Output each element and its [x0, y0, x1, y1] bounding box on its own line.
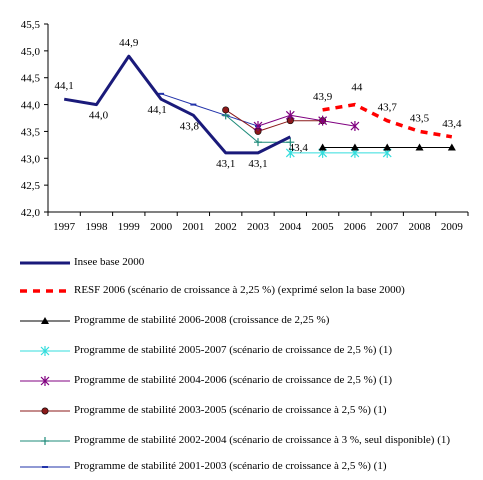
chart-data-labels: 44,1 44,0 44,9 44,1 43,8 43,1 43,1 43,4 43,9 44 43… — [55, 37, 462, 170]
data-point — [318, 115, 328, 126]
x-tick-label: 2006 — [344, 221, 367, 233]
y-tick-label: 42,5 — [21, 180, 41, 192]
x-tick-label: 1999 — [118, 221, 141, 233]
data-point — [318, 143, 327, 151]
legend-item: Programme de stabilité 2002-2004 (scénar… — [18, 434, 478, 460]
series-line — [257, 114, 355, 127]
data-label: 44,0 — [89, 110, 109, 122]
data-label: 43,4 — [442, 118, 462, 130]
legend-item: RESF 2006 (scénario de croissance à 2,25… — [18, 284, 478, 314]
data-label: 43,9 — [313, 91, 333, 103]
data-label: 44 — [351, 82, 363, 94]
legend-label: Insee base 2000 — [74, 256, 145, 268]
legend-swatch — [20, 346, 70, 356]
data-label: 43,1 — [216, 158, 235, 170]
x-tick-label: 2000 — [150, 221, 173, 233]
data-point — [415, 143, 424, 151]
legend-item: Programme de stabilité 2003-2005 (scénar… — [18, 404, 478, 434]
x-tick-label: 2005 — [312, 221, 335, 233]
legend-label: Programme de stabilité 2004-2006 (scénar… — [74, 374, 392, 386]
chart-legend: Insee base 2000 RESF 2006 (scénario de cr… — [18, 256, 478, 480]
series-line — [63, 54, 291, 155]
data-label: 43,7 — [378, 102, 398, 114]
legend-marker — [41, 407, 49, 415]
legend-label: Programme de stabilité 2001-2003 (scénar… — [74, 460, 387, 472]
x-tick-label: 2007 — [376, 221, 399, 233]
legend-swatch — [20, 317, 70, 324]
y-tick-label: 43,0 — [21, 153, 41, 165]
legend-item: Insee base 2000 — [18, 256, 478, 284]
x-tick-label: 2002 — [215, 221, 237, 233]
x-tick-label: 1997 — [53, 221, 76, 233]
legend-label: Programme de stabilité 2005-2007 (scénar… — [74, 344, 392, 356]
legend-swatch — [20, 437, 70, 445]
y-tick-label: 44,0 — [21, 100, 41, 112]
data-label: 44,9 — [119, 37, 139, 49]
legend-swatch — [20, 466, 70, 468]
legend-swatch — [20, 261, 70, 265]
x-tick-label: 2008 — [409, 221, 432, 233]
y-tick-label: 44,5 — [21, 73, 41, 85]
legend-marker — [41, 437, 49, 445]
legend-swatch — [20, 289, 70, 293]
legend-marker — [40, 376, 50, 386]
series-line — [225, 109, 323, 132]
series-7 — [158, 92, 261, 128]
data-point — [286, 138, 295, 147]
line-chart: 42,0 42,5 43,0 43,5 44,0 44,5 45,0 45,5 1997 1998… — [21, 19, 469, 233]
legend-marker — [40, 346, 50, 356]
data-label: 44,1 — [55, 80, 74, 92]
chart-series — [63, 54, 456, 158]
legend-item: Programme de stabilité 2004-2006 (scénar… — [18, 374, 478, 404]
series-line — [322, 102, 453, 139]
x-tick-label: 2003 — [247, 221, 270, 233]
legend-item: Programme de stabilité 2006-2008 (croiss… — [18, 314, 478, 344]
data-point — [383, 143, 392, 151]
series-4 — [253, 110, 360, 132]
legend-label: Programme de stabilité 2003-2005 (scénar… — [74, 404, 387, 416]
data-label: 44,1 — [147, 104, 166, 116]
legend-label: Programme de stabilité 2002-2004 (scénar… — [74, 434, 451, 446]
x-tick-label: 2001 — [182, 221, 204, 233]
data-point — [254, 138, 262, 147]
data-point — [350, 143, 359, 151]
y-tick-label: 45,0 — [21, 46, 41, 58]
legend-marker — [41, 317, 49, 324]
data-label: 43,4 — [289, 142, 309, 154]
series-2 — [318, 143, 456, 151]
legend-swatch — [20, 376, 70, 386]
legend-label: RESF 2006 (scénario de croissance à 2,25… — [74, 284, 405, 296]
legend-item: Programme de stabilité 2001-2003 (scénar… — [18, 460, 478, 480]
data-point — [285, 110, 295, 121]
data-point — [447, 143, 456, 151]
y-tick-label: 42,0 — [21, 207, 41, 219]
x-tick-label: 2004 — [279, 221, 302, 233]
series-0 — [63, 54, 291, 155]
legend-label: Programme de stabilité 2006-2008 (croiss… — [74, 314, 330, 326]
y-tick-label: 43,5 — [21, 126, 41, 138]
data-label: 43,1 — [248, 158, 267, 170]
x-tick-label: 1998 — [85, 221, 108, 233]
series-1 — [322, 102, 453, 139]
chart-axes: 42,0 42,5 43,0 43,5 44,0 44,5 45,0 45,5 1997 1998… — [21, 19, 469, 233]
data-point — [222, 106, 230, 114]
legend-item: Programme de stabilité 2005-2007 (scénar… — [18, 344, 478, 374]
data-label: 43,5 — [410, 112, 430, 124]
y-tick-label: 45,5 — [21, 19, 41, 31]
data-point — [350, 121, 360, 132]
data-label: 43,8 — [180, 120, 200, 132]
data-point — [253, 121, 263, 132]
data-point — [285, 147, 295, 158]
legend-swatch — [20, 407, 70, 415]
x-tick-label: 2009 — [441, 221, 464, 233]
